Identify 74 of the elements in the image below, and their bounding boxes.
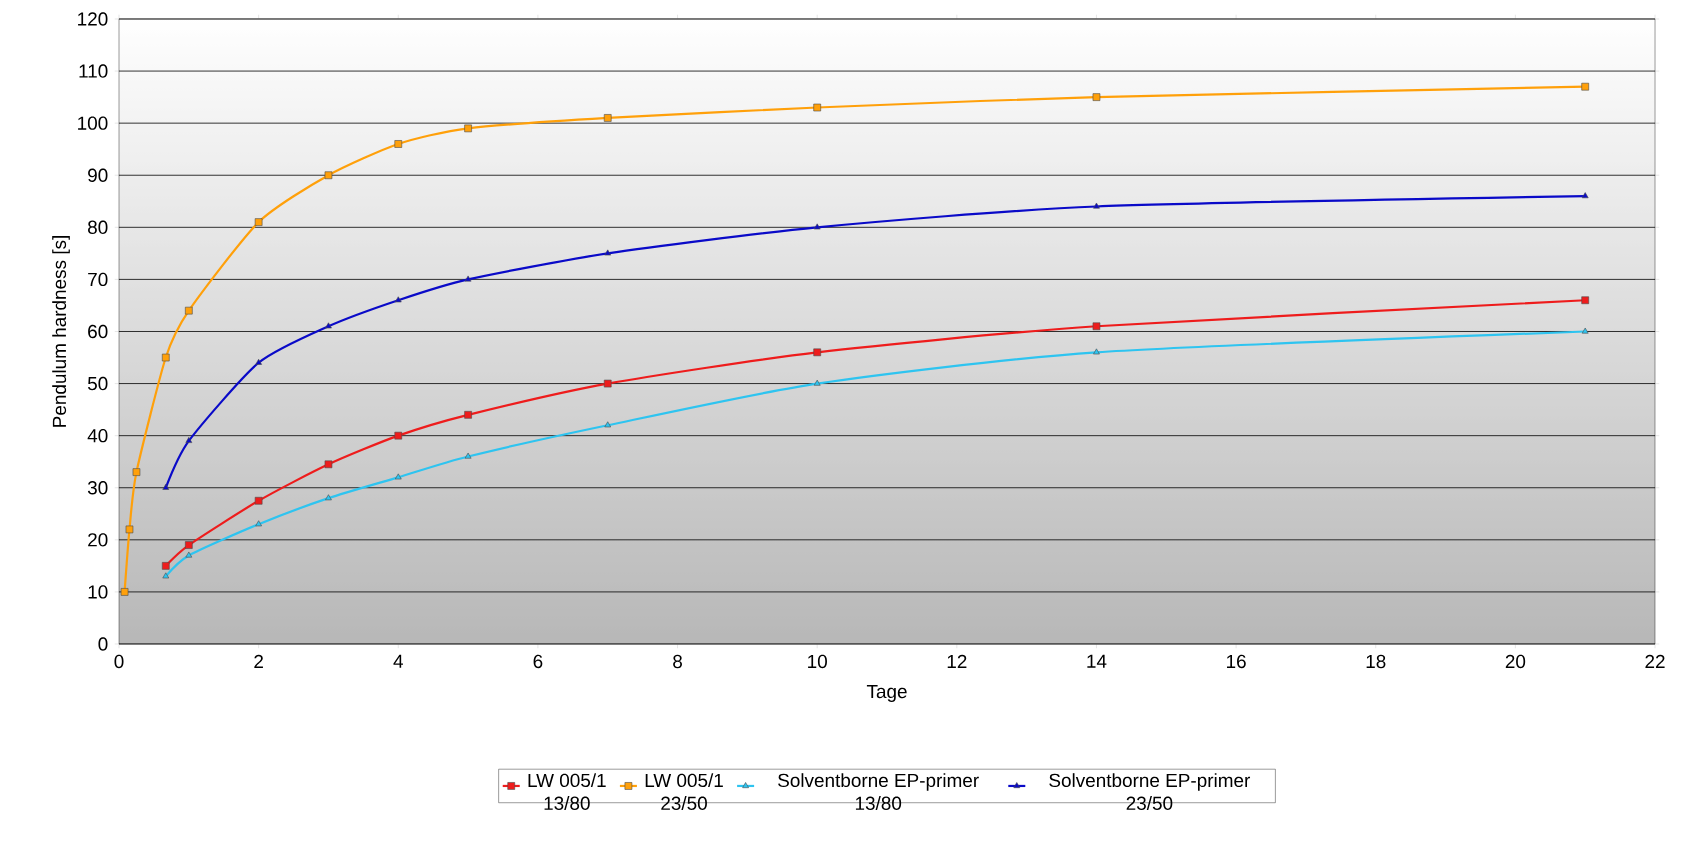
point [325,322,332,329]
point [1581,82,1589,91]
legend-label: Solventborne EP-primer 23/50 [1049,773,1251,810]
point [162,572,170,579]
point [604,421,612,428]
x-axis-title: Tage [866,684,907,702]
y-tick-label: 0 [98,637,108,651]
y-tick-label: 20 [88,533,108,547]
y-tick-label: 10 [88,585,108,599]
point [1581,327,1589,334]
point [255,358,262,365]
x-tick-label: 16 [1227,654,1246,669]
y-axis-title: Pendulum hardness [s] [52,236,70,427]
y-tick-label: 90 [88,168,108,182]
point [464,452,472,459]
x-tick-label: 6 [533,654,543,669]
point [394,140,403,148]
point [161,353,170,362]
point [1093,348,1100,355]
point [813,103,821,112]
y-tick-label: 70 [88,272,108,287]
point [464,124,472,133]
point [254,218,263,226]
legend-label: Solventborne EP-primer 13/80 [778,773,979,810]
point [1092,93,1101,101]
y-tick-label: 30 [87,481,108,495]
legend-label: LW 005/1 23/50 [645,773,723,810]
point [161,562,170,570]
x-tick-label: 2 [254,654,263,668]
point [324,460,333,469]
point [604,249,612,256]
point [120,588,129,596]
point [464,275,472,282]
point [324,171,333,180]
point [394,296,402,303]
point [185,437,193,443]
y-tick-label: 100 [78,116,108,130]
point [185,541,193,549]
x-tick-label: 10 [808,654,827,669]
y-tick-label: 120 [78,12,108,26]
x-tick-label: 20 [1505,654,1526,669]
point [1581,296,1589,305]
x-tick-label: 14 [1087,654,1107,668]
point [185,551,193,558]
point [325,494,332,501]
point [254,496,263,505]
y-tick-label: 80 [88,220,108,235]
x-tick-label: 18 [1366,654,1386,669]
point [1092,322,1101,331]
y-tick-label: 40 [87,428,108,443]
point [603,379,612,388]
point [813,348,821,357]
point [1093,202,1100,209]
x-tick-label: 0 [114,654,124,669]
point [132,468,141,476]
point [813,379,821,386]
point [603,114,612,122]
x-tick-label: 8 [673,654,682,669]
x-tick-label: 12 [947,654,967,668]
x-tick-label: 4 [393,654,403,668]
point [162,483,170,490]
legend-label: LW 005/1 13/80 [528,773,606,810]
point [1581,192,1589,199]
point [185,306,193,315]
point [464,411,472,419]
x-tick-label: 22 [1645,654,1665,668]
point [394,473,402,480]
y-tick-label: 50 [87,376,108,391]
point [125,525,134,534]
point [813,223,821,230]
point [255,520,262,527]
y-tick-label: 110 [79,64,108,78]
y-tick-label: 60 [88,324,108,339]
point [394,431,403,440]
